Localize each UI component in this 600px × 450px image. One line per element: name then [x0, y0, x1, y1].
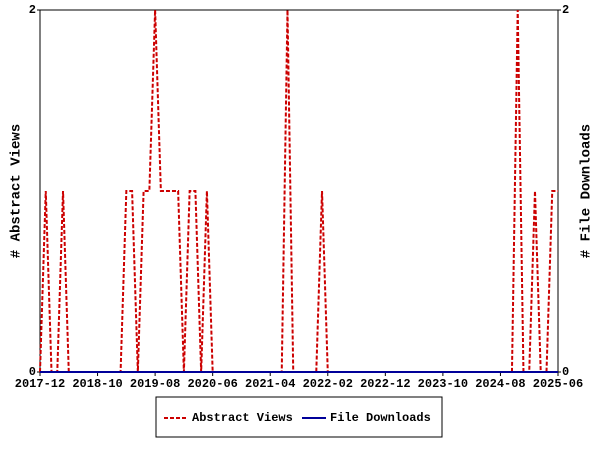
- legend-label: Abstract Views: [192, 411, 293, 425]
- x-tick-label: 2022-02: [303, 377, 353, 391]
- y2-tick-label: 0: [562, 365, 569, 379]
- x-tick-label: 2019-08: [130, 377, 180, 391]
- y2-tick-label: 2: [562, 3, 569, 17]
- legend: [155, 396, 443, 438]
- x-tick-label: 2023-10: [418, 377, 468, 391]
- y-axis-title: # Abstract Views: [9, 124, 25, 258]
- y-tick-label: 0: [29, 365, 36, 379]
- x-tick-label: 2021-04: [245, 377, 295, 391]
- x-tick-label: 2025-06: [533, 377, 583, 391]
- legend-label: File Downloads: [330, 411, 431, 425]
- y2-axis-title: # File Downloads: [579, 124, 595, 258]
- x-tick-label: 2017-12: [15, 377, 65, 391]
- x-tick-label: 2020-06: [187, 377, 237, 391]
- x-tick-label: 2024-08: [475, 377, 525, 391]
- x-tick-label: 2018-10: [72, 377, 122, 391]
- x-tick-label: 2022-12: [360, 377, 410, 391]
- plot-frame: [39, 9, 559, 373]
- y-tick-label: 2: [29, 3, 36, 17]
